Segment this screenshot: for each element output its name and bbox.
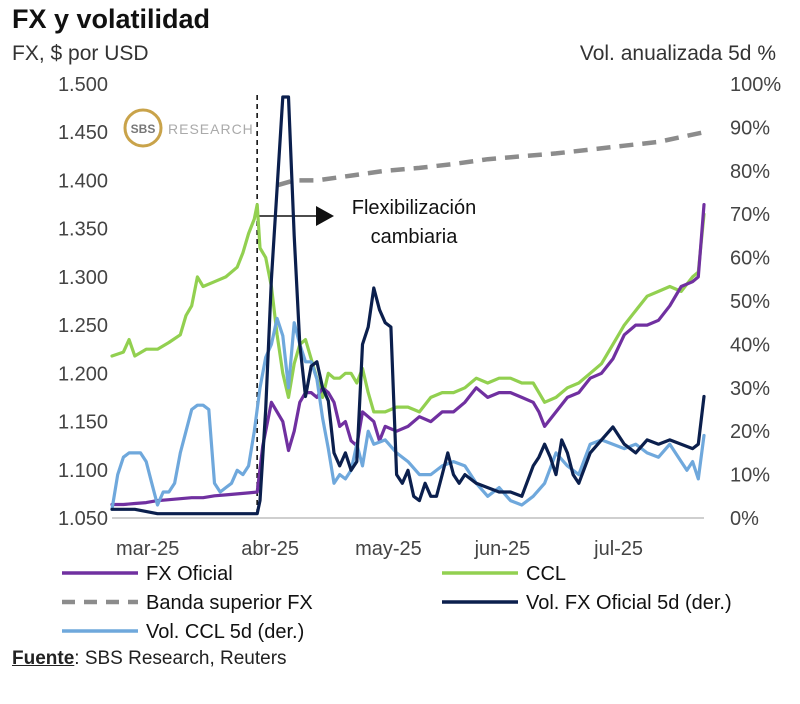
y-right-tick-label: 80% [730, 161, 770, 183]
series-line-vol-ccl [110, 316, 706, 511]
x-tick-label: abr-25 [241, 538, 299, 560]
y-right-tick-label: 90% [730, 117, 770, 139]
y-axis-right-title: Vol. anualizada 5d % [579, 42, 776, 65]
y-left-tick-label: 1.250 [58, 315, 108, 337]
y-left-tick-label: 1.100 [58, 460, 108, 482]
logo-text: RESEARCH [168, 121, 254, 137]
annotation-line-2: cambiaria [371, 226, 459, 248]
x-tick-label: jun-25 [474, 538, 531, 560]
y-axis-left-title: FX, $ por USD [12, 42, 149, 65]
annotation-arrow-head [316, 206, 334, 226]
source-label: Fuente [12, 648, 75, 669]
y-right-tick-label: 0% [730, 508, 759, 530]
legend-label: CCL [526, 563, 566, 585]
x-tick-label: may-25 [355, 538, 422, 560]
x-tick-label: jul-25 [593, 538, 643, 560]
series-line-fx-oficial [110, 203, 706, 507]
y-right-tick-label: 70% [730, 204, 770, 226]
series-line-banda [276, 129, 705, 188]
y-left-tick-label: 1.500 [58, 74, 108, 96]
legend-label: Vol. CCL 5d (der.) [146, 621, 304, 643]
y-right-tick-label: 30% [730, 378, 770, 400]
y-right-tick-label: 100% [730, 74, 781, 96]
y-left-tick-label: 1.150 [58, 412, 108, 434]
legend-label: Vol. FX Oficial 5d (der.) [526, 592, 732, 614]
y-left-tick-label: 1.200 [58, 363, 108, 385]
y-left-tick-label: 1.300 [58, 267, 108, 289]
y-right-tick-label: 50% [730, 291, 770, 313]
logo-mark: SBS [131, 122, 156, 136]
series-line-vol-fx [110, 95, 706, 516]
source-line: Fuente: SBS Research, Reuters [12, 648, 287, 670]
y-right-tick-label: 10% [730, 465, 770, 487]
legend-label: FX Oficial [146, 563, 233, 585]
logo-ring [123, 108, 163, 148]
legend-label: Banda superior FX [146, 592, 313, 614]
annotation-line-1: Flexibilización [352, 197, 477, 219]
y-right-tick-label: 40% [730, 334, 770, 356]
chart-title: FX y volatilidad [12, 4, 211, 34]
source-text: : SBS Research, Reuters [74, 648, 287, 669]
series-line-ccl [110, 203, 706, 414]
x-tick-label: mar-25 [116, 538, 179, 560]
sbs-research-logo: SBS RESEARCH [123, 108, 254, 148]
y-right-tick-label: 60% [730, 248, 770, 270]
y-left-tick-label: 1.400 [58, 170, 108, 192]
y-left-tick-label: 1.450 [58, 122, 108, 144]
y-right-tick-label: 20% [730, 421, 770, 443]
y-left-tick-label: 1.350 [58, 219, 108, 241]
y-left-tick-label: 1.050 [58, 508, 108, 530]
